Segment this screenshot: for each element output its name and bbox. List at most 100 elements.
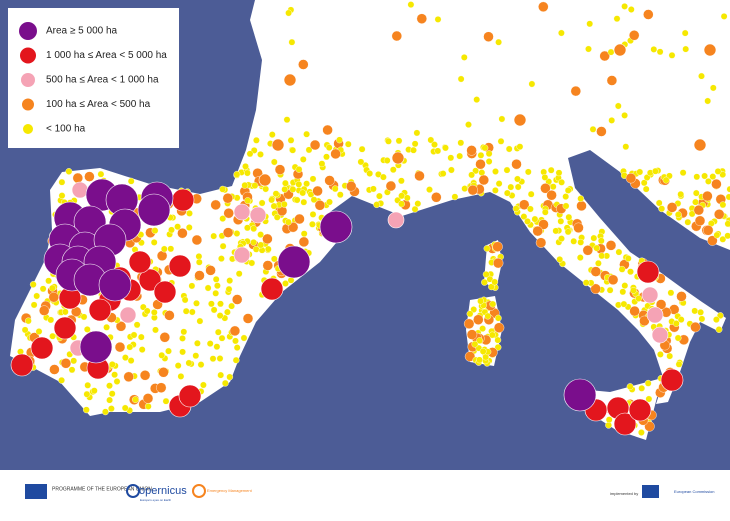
legend-swatch bbox=[23, 124, 33, 134]
fire-marker bbox=[490, 301, 496, 307]
ec-logo bbox=[642, 485, 659, 498]
fire-marker bbox=[558, 30, 564, 36]
fire-marker bbox=[504, 190, 510, 196]
fire-marker bbox=[668, 290, 674, 296]
fire-marker bbox=[336, 137, 342, 143]
fire-marker bbox=[284, 74, 296, 86]
fire-marker bbox=[629, 30, 639, 40]
fire-marker bbox=[323, 125, 333, 135]
fire-marker bbox=[285, 219, 291, 225]
fire-marker bbox=[492, 279, 498, 285]
fire-marker bbox=[675, 335, 681, 341]
fire-marker bbox=[514, 114, 526, 126]
fire-marker bbox=[106, 397, 112, 403]
fire-marker bbox=[228, 303, 234, 309]
fire-marker bbox=[265, 246, 271, 252]
fire-marker bbox=[259, 174, 271, 186]
fire-marker bbox=[489, 332, 495, 338]
legend-swatch bbox=[21, 73, 35, 87]
fire-marker bbox=[496, 180, 502, 186]
fire-marker bbox=[492, 168, 498, 174]
fire-marker bbox=[595, 260, 601, 266]
fire-marker bbox=[332, 186, 338, 192]
fire-marker bbox=[234, 230, 240, 236]
fire-marker bbox=[699, 316, 705, 322]
fire-marker bbox=[245, 197, 251, 203]
fire-marker bbox=[134, 322, 140, 328]
fire-marker bbox=[607, 76, 617, 86]
fire-marker bbox=[165, 348, 171, 354]
fire-marker bbox=[596, 127, 606, 137]
fire-marker bbox=[630, 306, 640, 316]
fire-marker bbox=[109, 361, 115, 367]
fire-marker bbox=[385, 138, 391, 144]
fire-marker bbox=[564, 379, 596, 411]
fire-marker bbox=[629, 399, 651, 421]
fire-marker bbox=[218, 255, 224, 261]
fire-marker bbox=[461, 54, 467, 60]
fire-marker bbox=[452, 194, 458, 200]
fire-marker bbox=[574, 223, 584, 233]
fire-marker bbox=[281, 201, 287, 207]
fire-marker bbox=[553, 228, 559, 234]
fire-marker bbox=[219, 186, 225, 192]
fire-marker bbox=[315, 200, 325, 210]
fire-marker bbox=[620, 289, 626, 295]
fire-marker bbox=[211, 307, 217, 313]
fire-marker bbox=[222, 380, 228, 386]
fire-marker bbox=[725, 221, 730, 227]
fire-marker bbox=[458, 140, 464, 146]
fire-marker bbox=[486, 151, 492, 157]
fire-marker bbox=[177, 228, 187, 238]
fire-marker bbox=[659, 206, 665, 212]
fire-marker bbox=[495, 337, 501, 343]
fire-marker bbox=[703, 225, 713, 235]
fire-marker bbox=[725, 233, 730, 239]
fire-marker bbox=[473, 315, 483, 325]
fire-marker bbox=[583, 245, 593, 255]
fire-marker bbox=[111, 372, 117, 378]
fire-marker bbox=[577, 201, 587, 211]
fire-marker bbox=[151, 309, 157, 315]
fire-marker bbox=[680, 170, 686, 176]
fire-marker bbox=[614, 16, 620, 22]
fire-marker bbox=[196, 253, 202, 259]
fire-marker bbox=[217, 312, 223, 318]
fire-marker bbox=[131, 332, 137, 338]
fire-marker bbox=[99, 269, 131, 301]
fire-marker bbox=[66, 168, 72, 174]
fire-marker bbox=[690, 322, 700, 332]
fire-marker bbox=[591, 235, 597, 241]
fire-marker bbox=[11, 354, 33, 376]
fire-marker bbox=[73, 173, 83, 183]
fire-marker bbox=[49, 365, 59, 375]
fire-marker bbox=[508, 184, 514, 190]
fire-marker bbox=[300, 190, 306, 196]
fire-marker bbox=[435, 148, 441, 154]
fire-marker bbox=[244, 225, 250, 231]
eu-flag bbox=[25, 484, 47, 499]
fire-marker bbox=[396, 138, 402, 144]
fire-marker bbox=[637, 261, 659, 283]
fire-marker bbox=[213, 290, 219, 296]
fire-marker bbox=[128, 178, 134, 184]
fire-marker bbox=[484, 32, 494, 42]
fire-marker bbox=[232, 338, 238, 344]
fire-marker bbox=[69, 367, 75, 373]
fire-marker bbox=[578, 195, 584, 201]
fire-marker bbox=[476, 357, 482, 363]
fire-marker bbox=[386, 181, 396, 191]
legend: Area ≥ 5 000 ha1 000 ha ≤ Area < 5 000 h… bbox=[8, 8, 179, 148]
fire-marker bbox=[676, 361, 682, 367]
fire-marker bbox=[626, 173, 636, 183]
fire-marker bbox=[298, 60, 308, 70]
fire-marker bbox=[122, 354, 128, 360]
fire-marker bbox=[448, 167, 454, 173]
fire-marker bbox=[571, 86, 581, 96]
fire-marker bbox=[211, 233, 217, 239]
fire-marker bbox=[218, 372, 224, 378]
fire-marker bbox=[536, 238, 546, 248]
fire-marker bbox=[196, 259, 202, 265]
fire-marker bbox=[514, 176, 520, 182]
fire-marker bbox=[303, 131, 309, 137]
